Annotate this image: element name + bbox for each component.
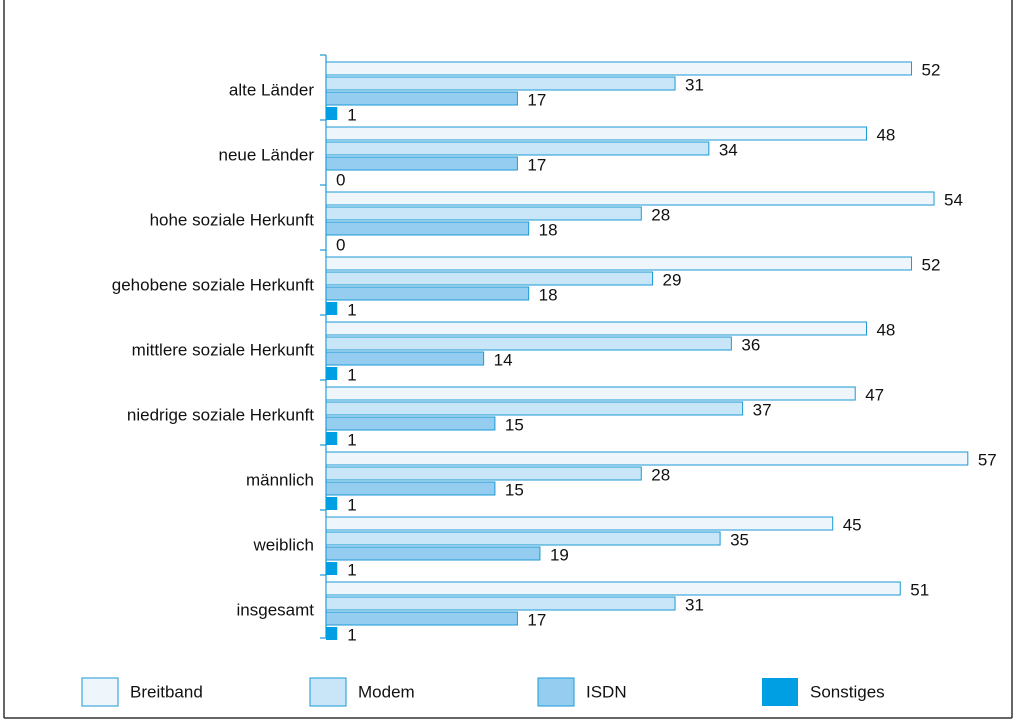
- bar: [325, 516, 834, 531]
- category-label: gehobene soziale Herkunft: [112, 275, 315, 294]
- bar: [325, 321, 867, 336]
- bar: [325, 546, 541, 561]
- value-label: 36: [741, 335, 760, 354]
- value-label: 52: [922, 60, 941, 79]
- bar: [325, 141, 710, 156]
- bar: [325, 126, 867, 141]
- bar: [325, 481, 496, 496]
- bar: [325, 206, 642, 221]
- value-label: 45: [843, 515, 862, 534]
- bar: [325, 611, 518, 626]
- bar: [325, 336, 732, 351]
- bar: [325, 581, 901, 596]
- legend-label: Sonstiges: [810, 682, 885, 701]
- value-label: 15: [505, 480, 524, 499]
- category-label: niedrige soziale Herkunft: [127, 405, 314, 424]
- value-label: 17: [527, 610, 546, 629]
- legend-label: ISDN: [586, 682, 627, 701]
- value-label: 31: [685, 595, 704, 614]
- bar: [325, 191, 935, 206]
- bar: [325, 256, 913, 271]
- value-label: 18: [539, 220, 558, 239]
- bar: [325, 351, 485, 366]
- bar: [325, 466, 642, 481]
- bar: [325, 156, 518, 171]
- legend-label: Modem: [358, 682, 415, 701]
- value-label: 34: [719, 140, 738, 159]
- value-label: 19: [550, 545, 569, 564]
- bar: [326, 497, 338, 510]
- value-label: 15: [505, 415, 524, 434]
- value-label: 37: [753, 400, 772, 419]
- category-label: weiblich: [253, 535, 314, 554]
- value-label: 14: [494, 350, 513, 369]
- bar: [325, 286, 530, 301]
- value-label: 54: [944, 190, 963, 209]
- value-label: 28: [651, 465, 670, 484]
- category-label: hohe soziale Herkunft: [150, 210, 315, 229]
- value-label: 28: [651, 205, 670, 224]
- bar: [325, 76, 676, 91]
- bar: [325, 221, 530, 236]
- legend-swatch: [537, 677, 575, 707]
- value-label: 48: [876, 125, 895, 144]
- value-label: 0: [336, 170, 345, 189]
- bar: [325, 596, 676, 611]
- value-label: 1: [347, 560, 356, 579]
- value-label: 1: [347, 495, 356, 514]
- value-label: 1: [347, 365, 356, 384]
- category-label: alte Länder: [229, 80, 314, 99]
- value-label: 1: [347, 430, 356, 449]
- category-label: neue Länder: [219, 145, 315, 164]
- bar: [325, 451, 969, 466]
- bar: [325, 61, 913, 76]
- category-label: insgesamt: [237, 600, 315, 619]
- bar: [325, 386, 856, 401]
- value-label: 57: [978, 450, 997, 469]
- legend-swatch: [309, 677, 347, 707]
- value-label: 1: [347, 300, 356, 319]
- value-label: 0: [336, 235, 345, 254]
- value-label: 31: [685, 75, 704, 94]
- value-label: 35: [730, 530, 749, 549]
- bar: [326, 367, 338, 380]
- bar: [326, 627, 338, 640]
- bar: [326, 302, 338, 315]
- bar: [326, 432, 338, 445]
- bar: [325, 401, 744, 416]
- category-label: mittlere soziale Herkunft: [132, 340, 315, 359]
- bar: [325, 531, 721, 546]
- legend-label: Breitband: [130, 682, 203, 701]
- value-label: 17: [527, 90, 546, 109]
- value-label: 17: [527, 155, 546, 174]
- value-label: 52: [922, 255, 941, 274]
- category-label: männlich: [246, 470, 314, 489]
- value-label: 48: [876, 320, 895, 339]
- bar: [326, 562, 338, 575]
- bar: [325, 91, 518, 106]
- value-label: 1: [347, 105, 356, 124]
- legend-swatch: [762, 678, 798, 706]
- legend-swatch: [81, 677, 119, 707]
- bar: [325, 271, 654, 286]
- bar: [325, 416, 496, 431]
- value-label: 18: [539, 285, 558, 304]
- value-label: 51: [910, 580, 929, 599]
- value-label: 47: [865, 385, 884, 404]
- value-label: 1: [347, 625, 356, 644]
- bar: [326, 107, 338, 120]
- value-label: 29: [663, 270, 682, 289]
